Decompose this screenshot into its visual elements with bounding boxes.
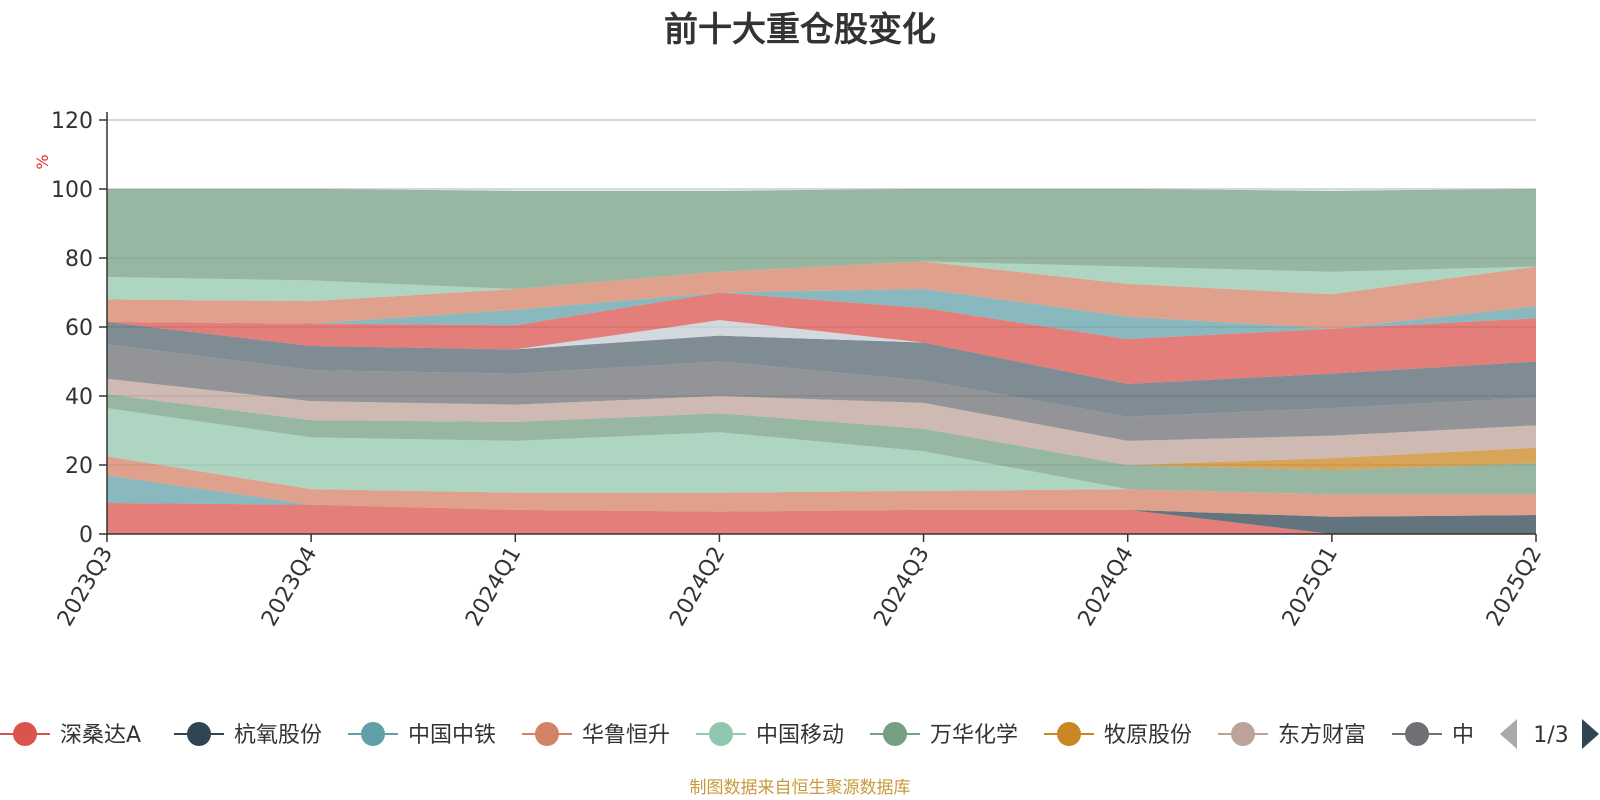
y-tick-label: 40 bbox=[65, 385, 93, 410]
area-series-10 bbox=[107, 320, 1536, 384]
y-tick-label: 120 bbox=[51, 109, 93, 134]
x-tick-label: 2025Q1 bbox=[1278, 543, 1343, 631]
legend-item[interactable]: 中 bbox=[1392, 722, 1474, 748]
area-series-5 bbox=[107, 394, 1536, 495]
chart-title: 前十大重仓股变化 bbox=[664, 10, 936, 50]
y-tick-label: 100 bbox=[51, 178, 93, 203]
area-series-8 bbox=[107, 344, 1536, 441]
y-tick-label: 20 bbox=[65, 454, 93, 479]
legend-label: 杭氧股份 bbox=[234, 723, 322, 748]
source-note: 制图数据来自恒生聚源数据库 bbox=[689, 778, 911, 798]
legend-label: 华鲁恒升 bbox=[582, 723, 670, 748]
legend-item[interactable]: 东方财富 bbox=[1218, 722, 1366, 748]
legend-item[interactable]: 牧原股份 bbox=[1044, 722, 1192, 748]
legend-marker bbox=[709, 722, 733, 746]
legend-marker bbox=[187, 722, 211, 746]
area-series-13 bbox=[107, 261, 1536, 329]
legend-marker bbox=[1057, 722, 1081, 746]
area-series-9 bbox=[107, 321, 1536, 417]
area-series-11 bbox=[107, 292, 1536, 384]
area-series-3 bbox=[107, 456, 1536, 517]
area-series-7 bbox=[107, 378, 1536, 465]
x-tick-label: 2025Q2 bbox=[1482, 543, 1547, 631]
legend-prev-icon[interactable] bbox=[1500, 719, 1517, 749]
legend-items: 深桑达A 杭氧股份 中国中铁 华鲁恒升 中国移动 万华化学 牧原股份 东方财富 中 bbox=[0, 722, 1474, 748]
legend-label: 东方财富 bbox=[1278, 723, 1366, 748]
legend-item[interactable]: 中国中铁 bbox=[348, 722, 496, 748]
area-series-14 bbox=[107, 261, 1536, 302]
x-tick-label: 2024Q1 bbox=[461, 543, 526, 631]
legend-marker bbox=[535, 722, 559, 746]
y-axis-label: % bbox=[33, 154, 52, 169]
legend-next-icon[interactable] bbox=[1582, 719, 1599, 749]
legend-marker bbox=[1405, 722, 1429, 746]
area-series-0 bbox=[107, 502, 1536, 534]
legend-label: 深桑达A bbox=[60, 723, 141, 748]
area-series-12 bbox=[107, 289, 1536, 340]
legend: 深桑达A 杭氧股份 中国中铁 华鲁恒升 中国移动 万华化学 牧原股份 东方财富 中 1/3 bbox=[0, 719, 1599, 749]
area-series-1 bbox=[107, 502, 1536, 534]
legend-item[interactable]: 深桑达A bbox=[0, 722, 141, 748]
legend-item[interactable]: 中国移动 bbox=[696, 722, 844, 748]
legend-item[interactable]: 万华化学 bbox=[870, 722, 1018, 748]
legend-marker bbox=[361, 722, 385, 746]
legend-label: 中国移动 bbox=[756, 723, 844, 748]
x-tick-label: 2023Q3 bbox=[53, 543, 118, 631]
x-tick-label: 2024Q3 bbox=[869, 543, 934, 631]
area-series-6 bbox=[107, 394, 1536, 471]
legend-item[interactable]: 杭氧股份 bbox=[174, 722, 322, 748]
legend-label: 中 bbox=[1452, 723, 1474, 748]
area-series-15 bbox=[107, 189, 1536, 290]
legend-label: 牧原股份 bbox=[1104, 723, 1192, 748]
legend-marker bbox=[1231, 722, 1255, 746]
legend-marker bbox=[883, 722, 907, 746]
y-tick-label: 60 bbox=[65, 316, 93, 341]
legend-page-indicator: 1/3 bbox=[1533, 723, 1568, 748]
x-tick-label: 2023Q4 bbox=[257, 543, 322, 631]
legend-label: 中国中铁 bbox=[408, 723, 496, 748]
area-series-4 bbox=[107, 408, 1536, 495]
legend-marker bbox=[13, 722, 37, 746]
x-tick-label: 2024Q2 bbox=[665, 543, 730, 631]
legend-item[interactable]: 华鲁恒升 bbox=[522, 722, 670, 748]
x-tick-label: 2024Q4 bbox=[1074, 543, 1139, 631]
y-tick-label: 0 bbox=[79, 523, 93, 548]
legend-label: 万华化学 bbox=[930, 723, 1018, 748]
y-tick-label: 80 bbox=[65, 247, 93, 272]
stacked-areas bbox=[107, 189, 1536, 534]
